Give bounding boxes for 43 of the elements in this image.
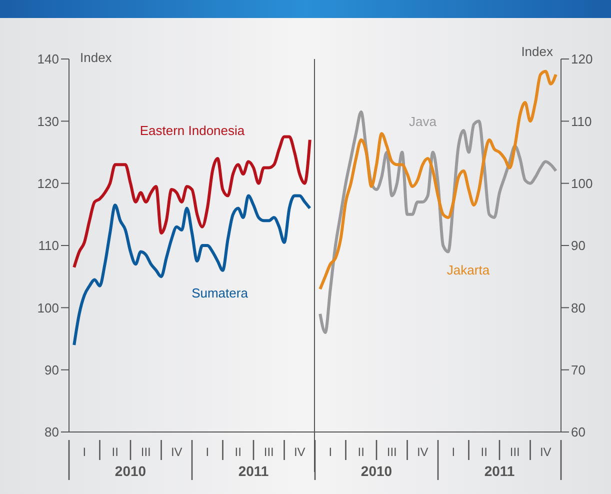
x-tick-label: IV [540,445,552,459]
y2-axis-title: Index [521,44,553,59]
x-tick-label: I [328,445,332,459]
y2-tick-label: 120 [571,52,593,67]
series-label: Sumatera [192,285,249,300]
y-tick-label: 140 [37,52,59,67]
line-series [318,70,558,291]
x-tick-label: III [510,445,520,459]
x-tick-label: III [386,445,397,459]
x-tick-label: I [452,445,456,459]
text: 2011 [484,463,515,479]
x-tick-label: II [234,445,242,459]
line-series [72,194,312,346]
x-tick-label: I [206,445,210,459]
x-tick-label: III [264,445,274,459]
text: 2011 [238,463,269,479]
text: 2010 [360,463,392,479]
y-tick-label: 90 [44,362,59,378]
series-label: Eastern Indonesia [140,122,246,138]
x-tick-label: IV [294,445,306,459]
x-tick-label: I [82,445,86,459]
y-tick-label: 80 [44,424,59,440]
x-tick-label: IV [170,445,182,459]
y-tick-label: 130 [37,114,59,129]
text: 2010 [114,463,146,479]
series-label: Java [409,114,438,129]
y2-tick-label: 110 [571,114,592,129]
y2-tick-label: 70 [571,362,586,378]
y-axis-title: Index [80,50,112,65]
x-tick-label: IV [416,445,428,459]
y2-tick-label: 100 [571,176,593,191]
y2-tick-label: 80 [571,300,586,316]
line-series [72,135,312,269]
x-tick-label: II [480,445,488,459]
x-tick-label: II [358,445,364,459]
x-tick-label: III [140,445,151,459]
y-tick-label: 120 [37,176,59,191]
y2-tick-label: 60 [571,424,586,440]
x-tick-label: II [112,445,118,459]
y-tick-label: 110 [38,238,59,254]
text: Jakarta [446,262,490,278]
y2-tick-label: 90 [571,238,586,254]
y-tick-label: 100 [37,300,59,316]
